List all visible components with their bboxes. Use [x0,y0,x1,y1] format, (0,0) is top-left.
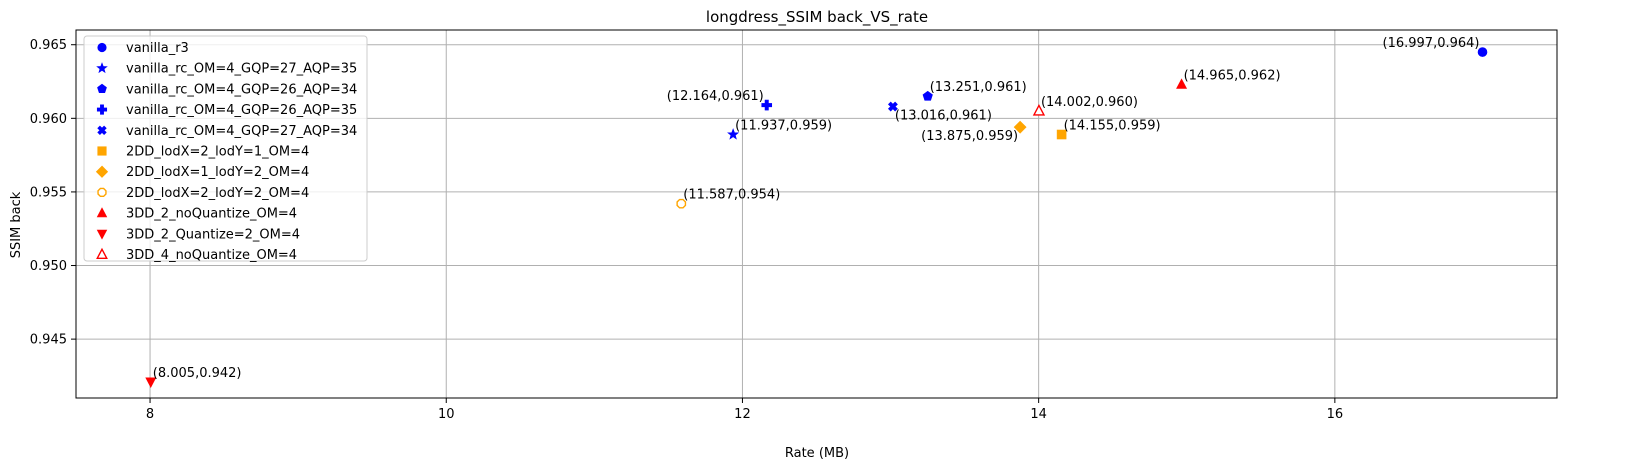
data-label: (11.937,0.959) [735,119,832,134]
legend-label: 2DD_lodX=1_lodY=2_OM=4 [126,165,309,180]
legend-label: vanilla_rc_OM=4_GQP=26_AQP=35 [126,103,357,118]
legend-marker [96,247,108,259]
data-label: (14.155,0.959) [1064,119,1161,134]
data-point [1013,120,1027,134]
data-points [145,47,1488,388]
data-point [922,90,933,101]
x-tick-label: 10 [438,407,455,422]
y-tick-label: 0.965 [30,38,67,53]
legend-marker [97,187,107,198]
data-label: (13.016,0.961) [895,109,992,124]
legend-label: 3DD_2_noQuantize_OM=4 [126,207,297,222]
legend-label: vanilla_rc_OM=4_GQP=27_AQP=34 [126,124,357,139]
legend: vanilla_r3 vanilla_rc_OM=4_GQP=27_AQP=35v… [83,35,368,263]
legend-label: 2DD_lodX=2_lodY=1_OM=4 [126,145,309,160]
chart-title: longdress_SSIM back_VS_rate [706,8,928,27]
data-label: (13.251,0.961) [930,80,1027,95]
data-point [1032,103,1046,116]
tick-labels: 8 10 12 14 16 0.945 0.950 0.955 0.960 0.965 [30,38,1343,422]
y-tick-label: 0.955 [30,185,67,200]
data-point [727,128,740,140]
legend-label: 2DD_lodX=2_lodY=2_OM=4 [126,186,309,201]
legend-box [83,35,368,262]
legend-marker [96,207,108,218]
data-point [1176,78,1188,89]
x-tick-label: 8 [146,407,154,422]
y-tick-label: 0.945 [30,333,67,348]
x-tick-label: 12 [734,407,751,422]
legend-label: 3DD_4_noQuantize_OM=4 [126,248,297,263]
data-label: (14.965,0.962) [1184,68,1281,83]
legend-marker [97,83,107,94]
data-label: (11.587,0.954) [683,188,780,203]
data-point [1056,129,1067,140]
data-labels: (16.997,0.964) (11.937,0.959) (13.251,0.96… [153,36,1480,381]
plot-frame [75,29,1558,399]
legend-marker [96,104,108,115]
y-tick-label: 0.950 [30,259,67,274]
data-label: (16.997,0.964) [1383,36,1480,51]
x-axis-label: Rate (MB) [785,446,849,461]
legend-marker [96,62,108,74]
legend-marker [95,165,109,178]
legend-label: vanilla_r3 [126,41,189,56]
data-point [145,377,157,388]
data-point [1477,47,1488,57]
legend-label: 3DD_2_Quantize=2_OM=4 [126,227,300,242]
y-axis-label: SSIM back [9,191,24,258]
x-tick-label: 14 [1030,407,1047,422]
data-label: (12.164,0.961) [667,89,764,104]
legend-marker [97,42,107,53]
data-point [676,198,687,209]
y-tick-label: 0.960 [30,112,67,127]
data-label: (14.002,0.960) [1041,95,1138,110]
legend-label: vanilla_rc_OM=4_GQP=27_AQP=35 [126,62,357,77]
data-point [761,99,773,111]
legend-label: vanilla_rc_OM=4_GQP=26_AQP=34 [126,82,357,97]
legend-marker [97,125,107,135]
legend-marker [97,146,107,156]
data-point [887,101,898,112]
data-label: (13.875,0.959) [921,129,1018,144]
axes [71,29,1558,403]
x-tick-label: 16 [1327,407,1344,422]
legend-marker [96,229,108,240]
data-label: (8.005,0.942) [153,366,242,381]
